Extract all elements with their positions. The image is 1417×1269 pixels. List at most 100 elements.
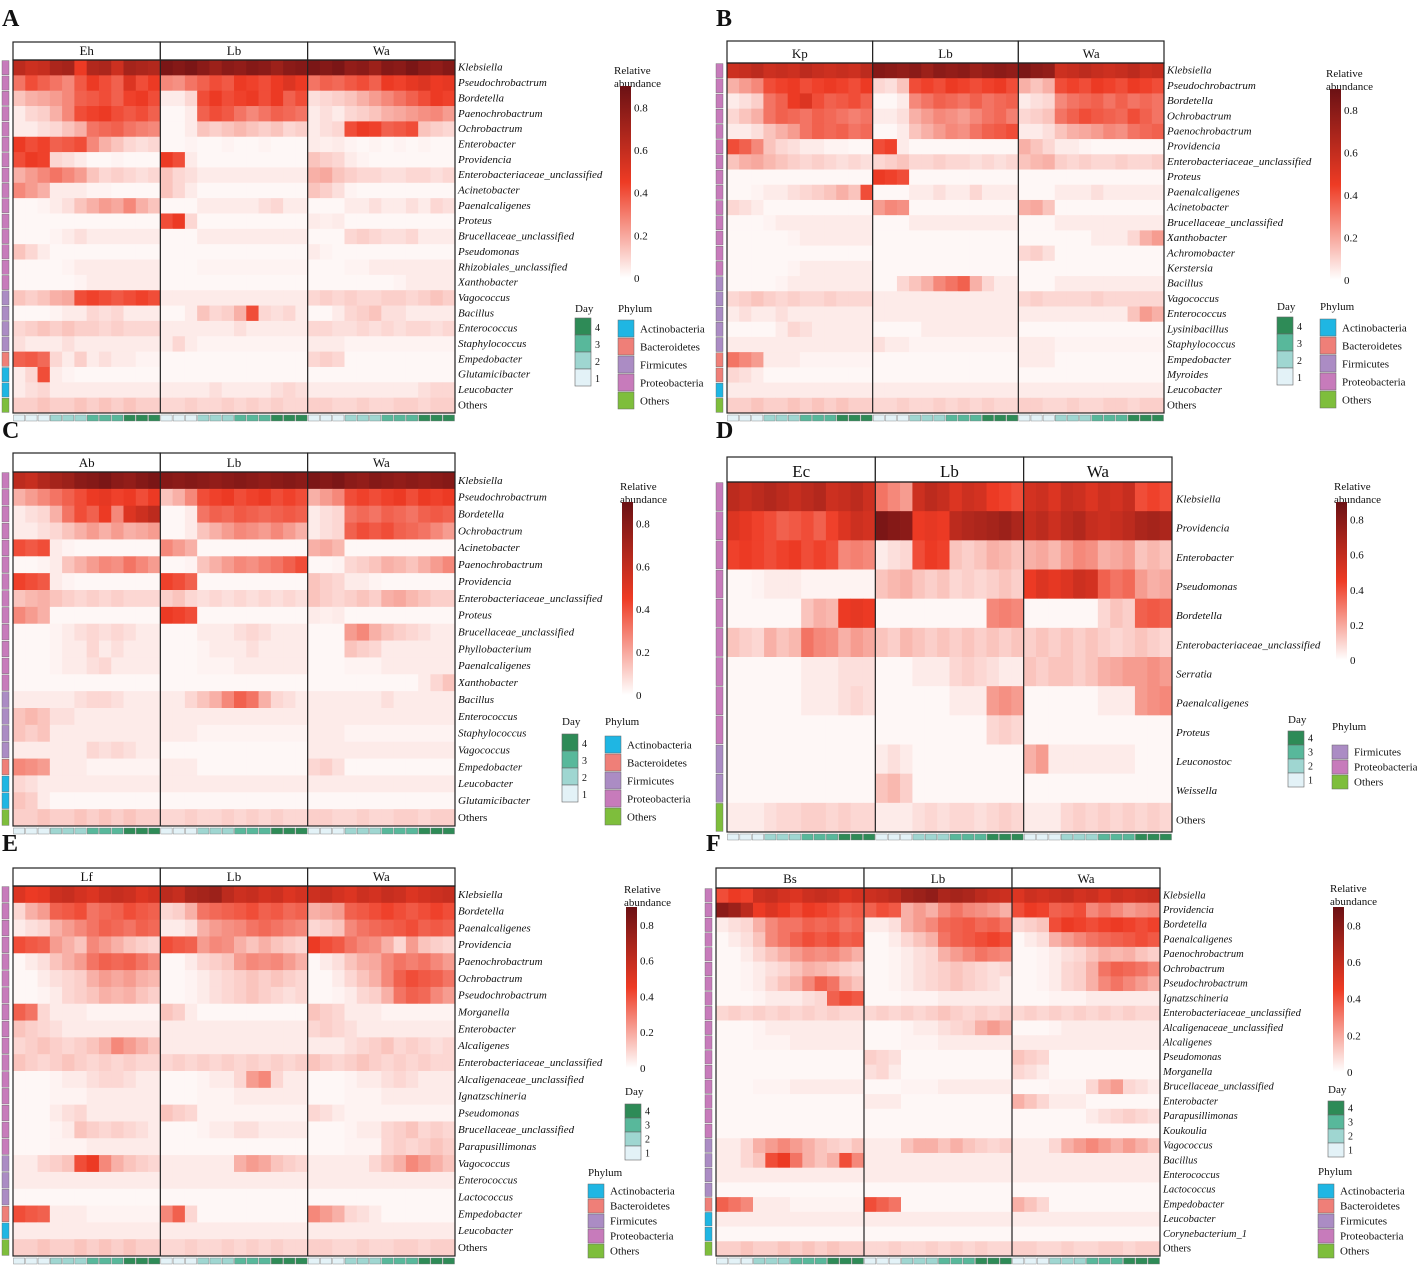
heatmap-cell — [74, 505, 88, 523]
heatmap-cell — [393, 472, 407, 490]
heatmap-cell — [901, 1049, 914, 1066]
heatmap-cell — [37, 351, 51, 368]
heatmap-cell — [418, 657, 431, 675]
heatmap-cell — [234, 472, 247, 490]
heatmap-cell — [295, 1121, 309, 1139]
heatmap-cell — [258, 1155, 272, 1173]
heatmap-cell — [49, 640, 63, 658]
heatmap-cell — [123, 121, 137, 138]
heatmap-cell — [975, 1123, 988, 1139]
heatmap-cell — [37, 986, 51, 1005]
heatmap-cell — [787, 123, 801, 140]
heatmap-cell — [418, 320, 431, 337]
colorbar-tick-label: 0 — [1344, 275, 1350, 287]
heatmap-cell — [987, 1167, 1001, 1183]
heatmap-cell — [172, 919, 186, 937]
heatmap-cell — [763, 291, 776, 307]
heatmap-cell — [1147, 715, 1161, 745]
heatmap-cell — [739, 773, 753, 804]
taxon-label: Paenochrobactrum — [1166, 126, 1252, 138]
heatmap-cell — [739, 291, 752, 307]
heatmap-cell — [37, 775, 51, 793]
taxon-label: Proteus — [457, 610, 492, 622]
heatmap-cell — [369, 121, 382, 138]
heatmap-cell — [1127, 215, 1141, 231]
heatmap-cell — [430, 1087, 444, 1106]
heatmap-cell — [209, 244, 223, 260]
heatmap-cell — [1030, 199, 1044, 216]
phylum-annotation-cell — [1, 472, 10, 489]
heatmap-cell — [246, 274, 259, 291]
heatmap-cell — [814, 946, 828, 962]
colorbar-tick-label: 0.6 — [634, 145, 648, 157]
heatmap-cell — [319, 397, 333, 414]
heatmap-cell — [209, 970, 223, 988]
phylum-annotation-cell — [1, 275, 10, 290]
heatmap-cell — [135, 488, 149, 507]
heatmap-cell — [851, 1064, 865, 1080]
phylum-legend-title: Phylum — [605, 716, 640, 728]
heatmap-cell — [111, 488, 124, 507]
heatmap-cell — [49, 382, 63, 399]
heatmap-cell — [135, 623, 149, 641]
heatmap-cell — [62, 556, 75, 574]
day-annotation-cell — [209, 827, 222, 835]
heatmap-cell — [283, 259, 296, 276]
heatmap-cell — [1127, 352, 1141, 368]
heatmap-cell — [1085, 627, 1099, 658]
heatmap-cell — [332, 472, 345, 490]
heatmap-cell — [913, 1138, 927, 1154]
day-legend-swatch — [1276, 333, 1294, 352]
heatmap-cell — [148, 167, 161, 184]
heatmap-cell — [369, 1239, 382, 1257]
heatmap-cell — [811, 352, 825, 368]
heatmap-cell — [25, 792, 38, 810]
heatmap-cell — [957, 352, 971, 368]
heatmap-cell — [86, 1020, 100, 1038]
heatmap-cell — [283, 886, 296, 904]
heatmap-cell — [135, 1071, 149, 1089]
heatmap-cell — [860, 184, 874, 201]
heatmap-cell — [787, 154, 801, 170]
heatmap-cell — [111, 397, 124, 414]
heatmap-cell — [319, 90, 333, 107]
heatmap-cell — [430, 556, 444, 574]
heatmap-cell — [790, 1123, 803, 1139]
heatmap-cell — [790, 1064, 803, 1080]
heatmap-cell — [62, 382, 75, 399]
heatmap-cell — [221, 691, 235, 709]
heatmap-cell — [393, 1222, 407, 1240]
heatmap-cell — [405, 1104, 419, 1122]
heatmap-cell — [716, 888, 729, 904]
phylum-legend-label: Others — [1342, 395, 1371, 407]
heatmap-cell — [1091, 123, 1104, 140]
heatmap-cell — [319, 1239, 333, 1257]
heatmap-cell — [862, 744, 876, 775]
heatmap-cell — [184, 305, 198, 322]
heatmap-cell — [949, 569, 963, 600]
heatmap-cell — [727, 63, 740, 79]
day-annotation-cell — [123, 1257, 136, 1265]
heatmap-cell — [901, 991, 914, 1007]
heatmap-cell — [753, 902, 766, 918]
heatmap-cell — [1036, 946, 1050, 962]
heatmap-cell — [799, 184, 813, 201]
heatmap-cell — [901, 1138, 914, 1154]
colorbar-tick-label: 0.8 — [636, 518, 650, 530]
heatmap-cell — [1018, 215, 1031, 231]
phylum-annotation-cell — [704, 1006, 713, 1021]
heatmap-cell — [957, 260, 971, 277]
heatmap-cell — [270, 556, 284, 574]
heatmap-cell — [1127, 199, 1141, 216]
heatmap-cell — [49, 488, 63, 507]
heatmap-cell — [319, 936, 333, 954]
heatmap-cell — [98, 397, 112, 414]
heatmap-cell — [1030, 321, 1044, 338]
heatmap-cell — [332, 1054, 345, 1072]
heatmap-cell — [258, 809, 272, 827]
heatmap-cell — [1097, 511, 1111, 541]
day-legend-label: 2 — [1297, 356, 1302, 367]
heatmap-cell — [799, 78, 813, 94]
heatmap-cell — [13, 305, 26, 322]
heatmap-cell — [319, 1104, 333, 1122]
